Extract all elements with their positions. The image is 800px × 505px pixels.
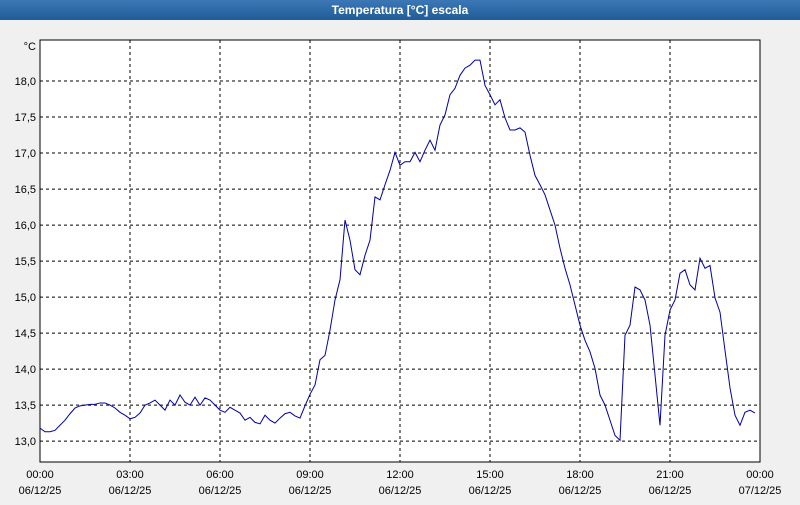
x-tick-date: 06/12/25	[19, 485, 62, 497]
x-tick-label: 06:00	[206, 469, 234, 481]
y-tick-label: 18,0	[15, 76, 36, 88]
x-tick-label: 18:00	[566, 469, 594, 481]
x-tick-date: 06/12/25	[469, 485, 512, 497]
title-bar	[0, 0, 800, 20]
x-tick-label: 00:00	[746, 469, 774, 481]
x-tick-date: 06/12/25	[649, 485, 692, 497]
y-tick-label: 15,0	[15, 292, 36, 304]
x-tick-label: 21:00	[656, 469, 684, 481]
x-tick-label: 15:00	[476, 469, 504, 481]
x-tick-label: 12:00	[386, 469, 414, 481]
x-tick-label: 09:00	[296, 469, 324, 481]
x-tick-date: 06/12/25	[559, 485, 602, 497]
x-tick-date: 06/12/25	[199, 485, 242, 497]
y-tick-label: 13,0	[15, 436, 36, 448]
y-tick-label: 17,0	[15, 148, 36, 160]
chart-title: Temperatura [°C] escala	[332, 3, 469, 17]
data-line	[39, 59, 756, 442]
y-tick-label: 14,5	[15, 328, 36, 340]
x-tick-label: 03:00	[116, 469, 144, 481]
y-tick-label: 16,0	[15, 220, 36, 232]
x-tick-label: 00:00	[26, 469, 54, 481]
y-unit: °C	[24, 41, 36, 53]
x-tick-date: 06/12/25	[379, 485, 422, 497]
x-tick-date: 06/12/25	[109, 485, 152, 497]
y-tick-label: 14,0	[15, 364, 36, 376]
y-tick-label: 15,5	[15, 256, 36, 268]
x-tick-date: 06/12/25	[289, 485, 332, 497]
y-tick-label: 17,5	[15, 112, 36, 124]
x-tick-date: 07/12/25	[739, 485, 782, 497]
y-tick-label: 16,5	[15, 184, 36, 196]
y-tick-label: 13,5	[15, 400, 36, 412]
